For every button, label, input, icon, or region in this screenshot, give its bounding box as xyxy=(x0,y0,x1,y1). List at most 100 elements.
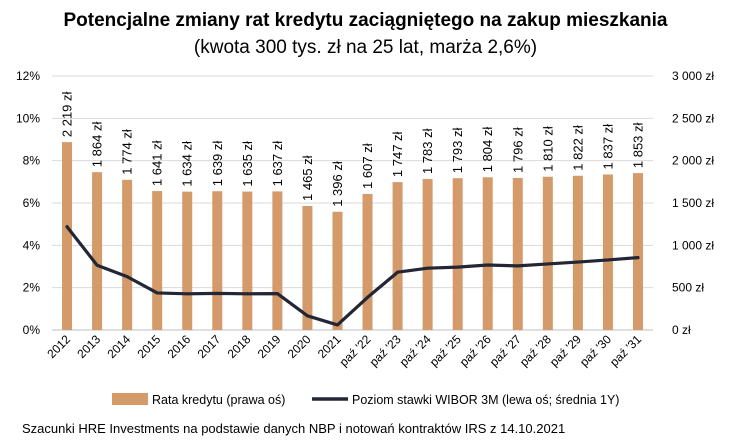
line-point xyxy=(516,264,520,268)
right-axis-tick: 500 zł xyxy=(672,281,704,295)
chart-title: Potencjalne zmiany rat kredytu zaciągnię… xyxy=(63,10,668,31)
line-point xyxy=(95,263,99,267)
x-axis-tick: 2013 xyxy=(74,332,103,361)
x-axis-tick: paź '29 xyxy=(547,332,584,369)
bar-value-label: 1 641 zł xyxy=(150,140,165,186)
bar-value-label: 1 639 zł xyxy=(210,141,225,187)
left-axis-tick: 10% xyxy=(16,111,40,125)
x-axis-tick: paź '22 xyxy=(337,332,374,369)
x-axis-tick: paź '26 xyxy=(457,332,494,369)
bar-value-label: 1 793 zł xyxy=(450,128,465,174)
line-point xyxy=(576,260,580,264)
gridlines xyxy=(52,75,653,331)
x-axis: 2012 2013 2014 2015 2016 2017 2018 2019 2020 2021… xyxy=(44,332,644,369)
legend-bar-swatch xyxy=(112,393,148,405)
bar-value-label: 1 637 zł xyxy=(270,141,285,187)
bar xyxy=(602,174,613,330)
line-series xyxy=(65,225,640,327)
chart-subtitle: (kwota 300 tys. zł na 25 lat, marża 2,6%… xyxy=(193,37,538,58)
line-point xyxy=(125,275,129,279)
left-axis-tick: 0% xyxy=(23,323,41,337)
line-point xyxy=(245,292,249,296)
bar xyxy=(422,179,433,330)
x-axis-tick: 2015 xyxy=(135,332,164,361)
bar-value-label: 1 810 zł xyxy=(540,126,555,172)
right-axis-tick: 1 500 zł xyxy=(672,196,714,210)
left-axis-tick: 12% xyxy=(16,69,40,83)
line-point xyxy=(456,265,460,269)
bar xyxy=(542,176,553,330)
x-axis-tick: 2014 xyxy=(104,332,133,361)
bar xyxy=(302,205,313,330)
bar xyxy=(122,179,133,330)
line-point xyxy=(155,291,159,295)
x-axis-tick: 2020 xyxy=(285,332,314,361)
left-axis-tick: 8% xyxy=(23,154,41,168)
line-point xyxy=(426,266,430,270)
right-axis-tick: 1 000 zł xyxy=(672,238,714,252)
line-point xyxy=(185,292,189,296)
bar-value-label: 1 634 zł xyxy=(180,141,195,187)
bar-series xyxy=(62,142,643,330)
bar-value-label: 2 219 zł xyxy=(60,91,75,137)
line-point xyxy=(636,256,640,260)
bar xyxy=(62,142,73,330)
bar-value-label: 1 853 zł xyxy=(630,122,645,168)
bar-value-label: 1 774 zł xyxy=(120,129,135,175)
line-point xyxy=(366,295,370,299)
bar xyxy=(92,172,103,330)
right-axis-tick: 2 500 zł xyxy=(672,111,714,125)
line-point xyxy=(65,225,69,229)
bar-value-label: 1 796 zł xyxy=(510,127,525,173)
right-axis-tick: 3 000 zł xyxy=(672,69,714,83)
bar xyxy=(212,191,223,330)
right-axis-tick: 0 zł xyxy=(672,323,691,337)
line-point xyxy=(305,314,309,318)
bar xyxy=(572,175,583,330)
bar-value-label: 1 747 zł xyxy=(390,131,405,177)
x-axis-tick: paź '30 xyxy=(577,332,614,369)
right-axis: 0 zł 500 zł 1 000 zł 1 500 zł 2 000 zł 2 500 … xyxy=(672,69,714,337)
legend-bar-label: Rata kredytu (prawa oś) xyxy=(152,393,285,407)
bar xyxy=(392,182,403,330)
line-path xyxy=(65,225,640,327)
line-point xyxy=(606,258,610,262)
left-axis-tick: 6% xyxy=(23,196,41,210)
x-axis-tick: paź '23 xyxy=(367,332,404,369)
bar-value-label: 1 822 zł xyxy=(570,125,585,171)
bar xyxy=(512,177,523,330)
bar xyxy=(242,191,253,330)
bar xyxy=(332,211,343,330)
x-axis-tick: paź '28 xyxy=(517,332,554,369)
bar-value-label: 1 864 zł xyxy=(90,122,105,168)
x-axis-tick: 2016 xyxy=(165,332,194,361)
bar-value-label: 1 396 zł xyxy=(330,161,345,207)
x-axis-tick: paź '27 xyxy=(487,332,524,369)
bar xyxy=(482,177,493,330)
right-axis-tick: 2 000 zł xyxy=(672,154,714,168)
line-point xyxy=(546,262,550,266)
bar xyxy=(152,191,163,330)
x-axis-tick: paź '24 xyxy=(397,332,434,369)
source-note: Szacunki HRE Investments na podstawie da… xyxy=(22,421,566,436)
bar xyxy=(362,193,373,330)
bar xyxy=(632,173,643,330)
bar-value-label: 1 607 zł xyxy=(360,143,375,189)
bar xyxy=(182,191,193,330)
x-axis-tick: paź '25 xyxy=(427,332,464,369)
legend: Rata kredytu (prawa oś) Poziom stawki WIB… xyxy=(112,393,619,407)
line-point xyxy=(215,291,219,295)
line-point xyxy=(275,292,279,296)
left-axis-tick: 4% xyxy=(23,238,41,252)
bar-value-label: 1 783 zł xyxy=(420,128,435,174)
line-point xyxy=(335,323,339,327)
x-axis-tick: 2017 xyxy=(195,332,224,361)
x-axis-tick: 2019 xyxy=(255,332,284,361)
x-axis-tick: 2012 xyxy=(44,332,73,361)
bar-value-label: 1 837 zł xyxy=(600,124,615,170)
bar-value-label: 1 465 zł xyxy=(300,155,315,201)
left-axis: 0% 2% 4% 6% 8% 10% 12% xyxy=(16,69,40,337)
bar-value-label: 1 635 zł xyxy=(240,141,255,187)
line-point xyxy=(396,270,400,274)
